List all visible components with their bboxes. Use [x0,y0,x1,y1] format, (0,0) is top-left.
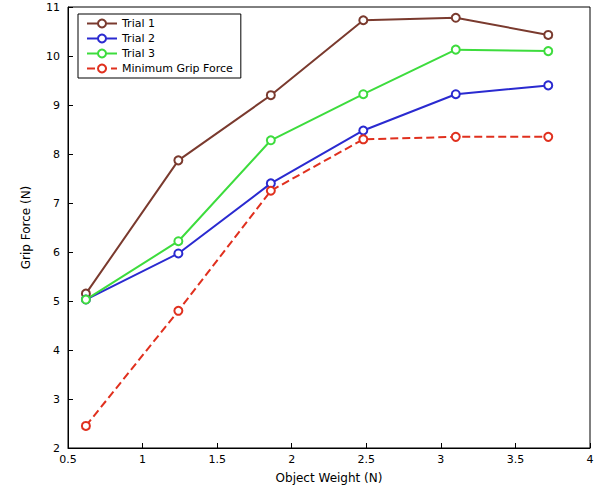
svg-text:1: 1 [139,453,146,466]
svg-text:Trial 3: Trial 3 [121,47,155,60]
svg-text:Minimum Grip Force: Minimum Grip Force [122,62,233,75]
svg-text:6: 6 [53,246,60,259]
svg-text:3: 3 [53,393,60,406]
svg-text:0.5: 0.5 [59,453,77,466]
svg-text:4: 4 [587,453,594,466]
svg-text:9: 9 [53,99,60,112]
svg-text:8: 8 [53,148,60,161]
svg-text:Trial 1: Trial 1 [121,17,155,30]
svg-text:3.5: 3.5 [507,453,525,466]
svg-text:4: 4 [53,344,60,357]
svg-text:3: 3 [437,453,444,466]
svg-text:2: 2 [288,453,295,466]
svg-text:1.5: 1.5 [208,453,226,466]
svg-text:5: 5 [53,295,60,308]
svg-text:11: 11 [46,1,60,14]
svg-text:7: 7 [53,197,60,210]
svg-text:2: 2 [53,441,60,455]
svg-text:10: 10 [46,50,60,63]
svg-text:Trial 2: Trial 2 [121,32,155,45]
svg-text:2.5: 2.5 [358,453,376,466]
svg-text:Grip Force (N): Grip Force (N) [19,186,33,270]
svg-text:Object Weight (N): Object Weight (N) [276,471,383,485]
